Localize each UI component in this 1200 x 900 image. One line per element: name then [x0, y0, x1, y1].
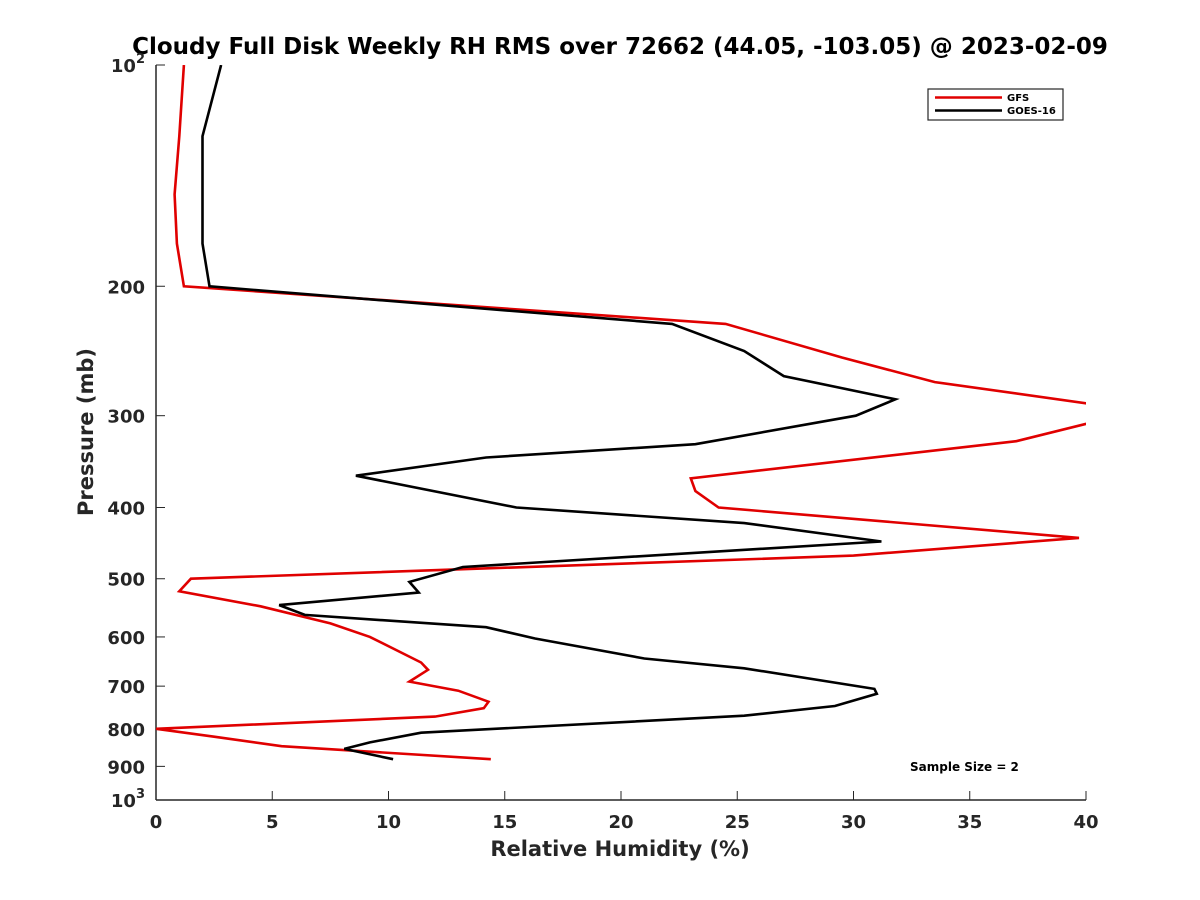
- legend-label-goes-16: GOES-16: [1007, 106, 1056, 117]
- series-line-gfs: [156, 65, 1086, 761]
- y-tick-label-9: 103: [111, 787, 145, 812]
- plot-area: 0 5 10 15 20 25 30 35 40 102 200 300 400 500 600 700 80…: [107, 52, 1098, 833]
- series-lines: [156, 65, 1086, 761]
- y-tick-label-6: 700: [107, 677, 145, 698]
- y-tick-label-0: 102: [111, 52, 145, 77]
- x-axis-label: Relative Humidity (%): [490, 837, 749, 861]
- x-tick-label-3: 15: [492, 812, 517, 833]
- x-tick-label-6: 30: [841, 812, 866, 833]
- sample-size-annotation: Sample Size = 2: [910, 760, 1019, 774]
- x-tick-label-7: 35: [957, 812, 982, 833]
- x-tick-label-8: 40: [1073, 812, 1098, 833]
- y-tick-label-8: 900: [107, 757, 145, 778]
- chart-title: Cloudy Full Disk Weekly RH RMS over 7266…: [132, 34, 1108, 60]
- y-tick-label-4: 500: [107, 570, 145, 591]
- x-tick-label-5: 25: [725, 812, 750, 833]
- legend: GFS GOES-16: [927, 88, 1064, 121]
- x-tick-label-2: 10: [376, 812, 401, 833]
- y-tick-label-2: 300: [107, 407, 145, 428]
- x-tick-label-1: 5: [266, 812, 279, 833]
- y-tick-label-5: 600: [107, 628, 145, 649]
- x-ticks: 0 5 10 15 20 25 30 35 40: [150, 791, 1099, 833]
- y-axis-label: Pressure (mb): [74, 348, 98, 516]
- series-line-goes-16: [201, 65, 900, 761]
- y-tick-label-7: 800: [107, 720, 145, 741]
- y-tick-label-3: 400: [107, 499, 145, 520]
- x-tick-label-4: 20: [608, 812, 633, 833]
- legend-box: [927, 88, 1064, 121]
- y-ticks: 102 200 300 400 500 600 700 800 900 103: [107, 52, 165, 812]
- y-tick-label-1: 200: [107, 277, 145, 298]
- legend-label-gfs: GFS: [1007, 93, 1029, 104]
- x-tick-label-0: 0: [150, 812, 163, 833]
